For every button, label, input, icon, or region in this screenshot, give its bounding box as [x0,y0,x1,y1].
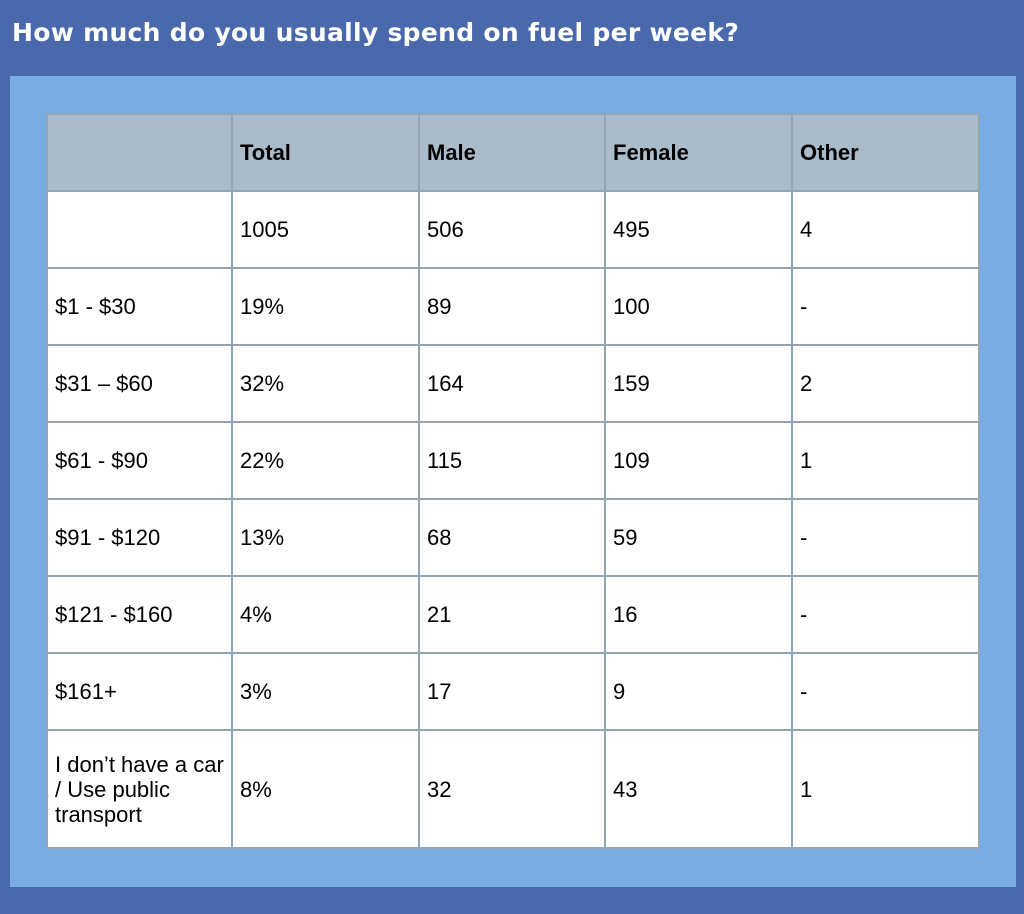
table-cell: 1 [791,421,980,500]
table-cell: 43 [604,729,793,849]
table-cell: $61 - $90 [46,421,233,500]
table-cell: 115 [418,421,606,500]
table-cell: 3% [231,652,420,731]
table-cell: 21 [418,575,606,654]
table-cell: 68 [418,498,606,577]
table-cell: $31 – $60 [46,344,233,423]
column-header: Male [418,113,606,192]
table-cell: 17 [418,652,606,731]
table-cell: - [791,498,980,577]
column-header: Female [604,113,793,192]
table-cell: 16 [604,575,793,654]
table-row: $161+ 3% 17 9 - [46,652,980,731]
table-row: 1005 506 495 4 [46,190,980,269]
table-cell: 109 [604,421,793,500]
table-row: $31 – $60 32% 164 159 2 [46,344,980,423]
table-cell: 32 [418,729,606,849]
table-cell: $161+ [46,652,233,731]
table-cell: $91 - $120 [46,498,233,577]
table-cell: 89 [418,267,606,346]
table-cell: - [791,652,980,731]
table-cell: - [791,267,980,346]
table-cell: 32% [231,344,420,423]
column-header: Other [791,113,980,192]
table-cell: 9 [604,652,793,731]
fuel-spend-table: Total Male Female Other 1005 506 495 4 $… [46,113,980,849]
table-row: $91 - $120 13% 68 59 - [46,498,980,577]
table-cell: 1 [791,729,980,849]
table-cell: 13% [231,498,420,577]
table-cell: 506 [418,190,606,269]
table-row: $61 - $90 22% 115 109 1 [46,421,980,500]
table-cell: 19% [231,267,420,346]
table-cell: 59 [604,498,793,577]
column-header: Total [231,113,420,192]
table-cell: $1 - $30 [46,267,233,346]
page-title: How much do you usually spend on fuel pe… [12,18,740,47]
column-header [46,113,233,192]
table-cell: 4 [791,190,980,269]
table-cell: 22% [231,421,420,500]
table-cell: 2 [791,344,980,423]
table-cell: 4% [231,575,420,654]
table-cell: 164 [418,344,606,423]
table-cell: 1005 [231,190,420,269]
table-row: $121 - $160 4% 21 16 - [46,575,980,654]
table-cell: $121 - $160 [46,575,233,654]
table-cell: - [791,575,980,654]
table-cell: 100 [604,267,793,346]
table-cell [46,190,233,269]
table-cell: I don’t have a car / Use public transpor… [46,729,233,849]
table-cell: 8% [231,729,420,849]
table-cell: 495 [604,190,793,269]
table-header-row: Total Male Female Other [46,113,980,192]
table-row: $1 - $30 19% 89 100 - [46,267,980,346]
table-row: I don’t have a car / Use public transpor… [46,729,980,849]
table-cell: 159 [604,344,793,423]
